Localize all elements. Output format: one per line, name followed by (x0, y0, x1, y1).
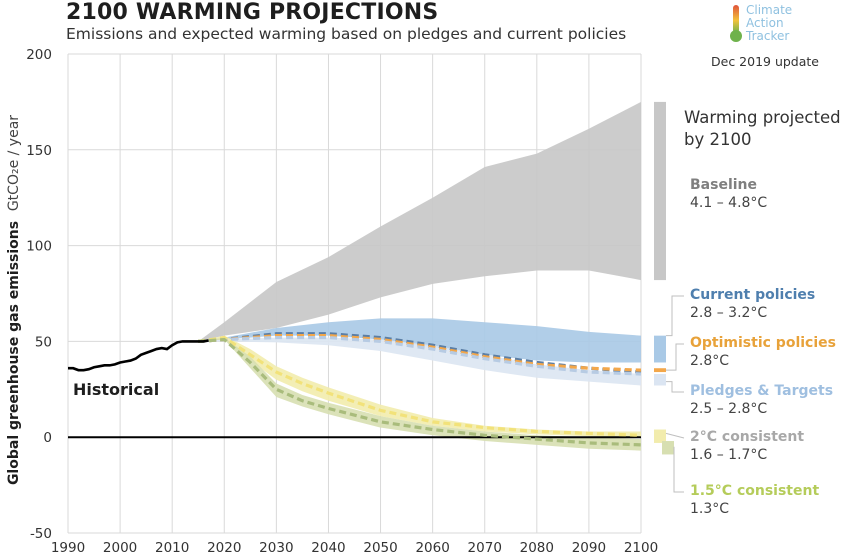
x-tick-label: 1990 (51, 540, 85, 556)
x-tick-label: 2100 (624, 540, 658, 556)
legend-2c-consistent-range: 1.6 – 1.7°C (690, 447, 768, 463)
legend-2c-consistent: 2°C consistent 1.6 – 1.7°C (690, 428, 804, 464)
connector-2c-consistent (665, 432, 685, 439)
warming-bar-baseline (654, 101, 666, 281)
x-tick-label: 2000 (103, 540, 137, 556)
band-2c-consistent (198, 335, 641, 438)
warming-bar-optimistic-policies (654, 368, 666, 373)
y-tick-label: 100 (26, 239, 52, 255)
legend-1-5c-consistent: 1.5°C consistent 1.3°C (690, 482, 819, 518)
x-tick-label: 2080 (520, 540, 554, 556)
legend-current-policies: Current policies 2.8 – 3.2°C (690, 286, 815, 322)
update-date: Dec 2019 update (711, 54, 819, 69)
band-pledges-targets (198, 337, 641, 386)
x-tick-label: 2010 (155, 540, 189, 556)
legend-pledges-targets-name: Pledges & Targets (690, 383, 834, 399)
legend-1-5c-consistent-range: 1.3°C (690, 501, 730, 517)
legend-baseline: Baseline 4.1 – 4.8°C (690, 176, 767, 212)
historical-series: Historical (68, 339, 209, 399)
legend-baseline-range: 4.1 – 4.8°C (690, 195, 768, 211)
legend-current-policies-range: 2.8 – 3.2°C (690, 305, 768, 321)
climate-action-tracker-logo: Climate Action Tracker (728, 2, 838, 46)
x-tick-label: 2070 (468, 540, 502, 556)
x-tick-label: 2030 (259, 540, 293, 556)
thermometer-icon (730, 5, 742, 42)
x-tick-label: 2020 (207, 540, 241, 556)
band-baseline (198, 101, 641, 342)
legend-pledges-targets: Pledges & Targets 2.5 – 2.8°C (690, 382, 833, 418)
x-tick-label: 2060 (415, 540, 449, 556)
logo-word-2: Action (746, 16, 784, 30)
y-tick-label: 200 (26, 47, 52, 63)
band-current-policies (198, 318, 641, 363)
projection-lines (68, 332, 642, 447)
legend-optimistic-policies-name: Optimistic policies (690, 335, 836, 351)
axis-ticks: -50 0 50 100 150 200 1990 2000 2010 2020 2030 2040 2… (26, 47, 658, 556)
x-tick-label: 2090 (572, 540, 606, 556)
legend-optimistic-policies: Optimistic policies 2.8°C (690, 334, 836, 370)
logo-word-3: Tracker (746, 29, 790, 43)
legend-current-policies-name: Current policies (690, 287, 816, 303)
historical-line (68, 339, 209, 372)
y-tick-label: 50 (35, 334, 52, 350)
connector-pledges-targets (666, 381, 684, 393)
connector-current-policies (666, 295, 684, 337)
warming-bars (654, 101, 674, 455)
legend-pledges-targets-range: 2.5 – 2.8°C (690, 401, 768, 417)
chart-title: 2100 WARMING PROJECTIONS (66, 0, 439, 25)
x-tick-label: 2050 (363, 540, 397, 556)
line-2c-consistent (197, 335, 642, 437)
line-1-5c-consistent (198, 337, 642, 447)
warming-legend-header: Warming projected by 2100 (684, 108, 841, 149)
legend-2c-consistent-name: 2°C consistent (690, 429, 805, 445)
x-tick-label: 2040 (311, 540, 345, 556)
legend-optimistic-policies-range: 2.8°C (690, 353, 730, 369)
chart-subtitle: Emissions and expected warming based on … (66, 25, 627, 43)
connector-1-5c-consistent (673, 446, 684, 493)
line-optimistic-policies (198, 334, 642, 372)
legend-1-5c-consistent-name: 1.5°C consistent (690, 483, 820, 499)
warming-bar-1-5c-consistent (662, 441, 674, 455)
legend-connectors (665, 295, 685, 493)
y-tick-label: -50 (30, 526, 52, 542)
projection-bands (198, 101, 641, 451)
warming-bar-2c-consistent (654, 429, 666, 443)
y-tick-label: 0 (43, 430, 52, 446)
historical-label: Historical (73, 380, 159, 399)
logo-word-1: Climate (746, 3, 793, 17)
warming-bar-pledges-targets (654, 373, 666, 386)
line-pledges-targets (198, 335, 642, 376)
warming-bar-current-policies (654, 335, 666, 363)
legend-baseline-name: Baseline (690, 177, 758, 193)
connector-optimistic-policies (666, 343, 684, 371)
y-tick-label: 150 (26, 143, 52, 159)
